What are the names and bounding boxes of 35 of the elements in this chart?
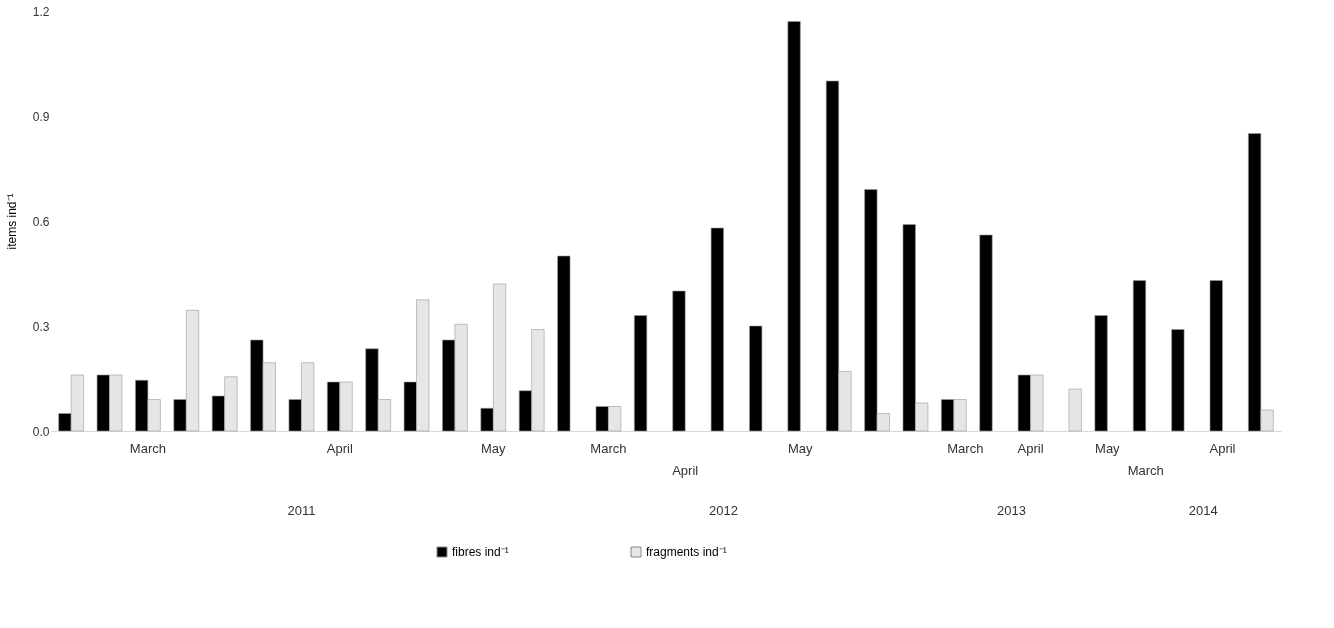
bar [979,234,993,432]
legend-label: fibres ind⁻¹ [452,545,509,559]
text: 2014 [1188,503,1218,518]
y-tick-label: 0.9 [32,109,50,124]
text: May [1095,441,1121,456]
y-tick-label: 0.6 [32,214,50,229]
y-tick-label: 0.0 [32,424,50,439]
text: 2012 [709,503,739,518]
text: 2013 [996,503,1026,518]
y-axis-title: items ind⁻¹ [4,193,19,250]
bar [1094,315,1108,432]
y-tick-label: 1.2 [32,4,50,19]
legend-label: fragments ind⁻¹ [646,545,727,559]
text: April [1209,441,1236,456]
bar [710,227,724,432]
text: March [1127,463,1164,478]
text: April [1017,441,1044,456]
text: March [590,441,627,456]
text: April [672,463,699,478]
bar [1132,280,1147,432]
bar [672,290,686,432]
bar [749,325,763,432]
bar [1068,388,1082,432]
text: March [947,441,984,456]
text: March [129,441,166,456]
bar [1171,329,1185,432]
text: April [326,441,353,456]
text: May [788,441,814,456]
bar [557,255,571,432]
bar [787,21,801,432]
bar [1209,280,1223,432]
y-tick-label: 0.3 [32,319,50,334]
text: 2011 [287,503,316,518]
text: May [481,441,507,456]
bar [634,315,648,432]
